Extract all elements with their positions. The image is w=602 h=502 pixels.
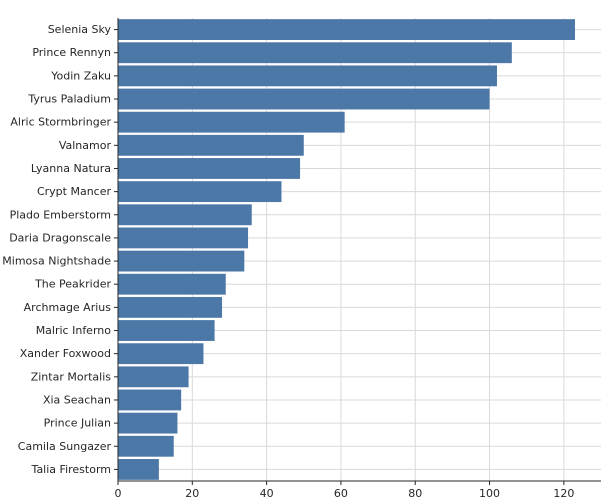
category-label: Alric Stormbringer	[10, 116, 111, 129]
x-tick-label: 20	[185, 487, 199, 500]
x-tick-label: 80	[408, 487, 422, 500]
category-label: Mimosa Nightshade	[2, 255, 111, 268]
category-label: Crypt Mancer	[37, 185, 112, 198]
x-tick-label: 0	[115, 487, 122, 500]
category-label: The Peakrider	[34, 278, 111, 291]
category-label: Prince Julian	[44, 417, 111, 430]
bar	[118, 343, 204, 365]
x-tick-labels: 0 20 40 60 80 100 120	[115, 487, 575, 500]
category-label: Xander Foxwood	[20, 347, 111, 360]
bars	[118, 19, 575, 480]
category-label: Prince Rennyn	[32, 46, 111, 59]
category-label: Daria Dragonscale	[9, 231, 111, 244]
x-tick-label: 120	[553, 487, 574, 500]
bar	[118, 250, 245, 272]
bar	[118, 296, 223, 318]
bar	[118, 111, 345, 133]
bar	[118, 273, 226, 295]
bar	[118, 158, 301, 179]
bar	[118, 204, 252, 226]
bar	[118, 134, 304, 156]
bar	[118, 42, 512, 64]
bar	[118, 320, 215, 341]
category-label: Tyrus Paladium	[27, 93, 111, 106]
bar	[118, 65, 497, 87]
bar	[118, 366, 189, 388]
category-label: Malric Inferno	[36, 324, 112, 337]
category-label: Selenia Sky	[48, 23, 112, 36]
category-label: Talia Firestorm	[31, 463, 111, 476]
category-label: Plado Emberstorm	[10, 208, 111, 221]
axes	[114, 18, 601, 485]
bar	[118, 389, 182, 411]
category-label: Valnamor	[59, 139, 112, 152]
bar	[118, 19, 575, 40]
category-label: Archmage Arius	[24, 301, 112, 314]
bar	[118, 412, 178, 434]
category-label: Zintar Mortalis	[31, 370, 112, 383]
bar	[118, 435, 174, 457]
bar	[118, 88, 490, 110]
bar	[118, 459, 159, 480]
category-label: Yodin Zaku	[50, 69, 111, 82]
category-label: Xia Seachan	[43, 393, 111, 406]
bar	[118, 227, 249, 249]
category-label: Camila Sungazer	[18, 440, 112, 453]
x-tick-label: 40	[260, 487, 274, 500]
grid-lines	[117, 18, 601, 481]
bar	[118, 181, 282, 203]
category-label: Lyanna Natura	[31, 162, 111, 175]
x-tick-label: 100	[479, 487, 500, 500]
category-labels: Selenia Sky Prince Rennyn Yodin Zaku Tyrus …	[2, 23, 111, 476]
x-tick-label: 60	[334, 487, 348, 500]
